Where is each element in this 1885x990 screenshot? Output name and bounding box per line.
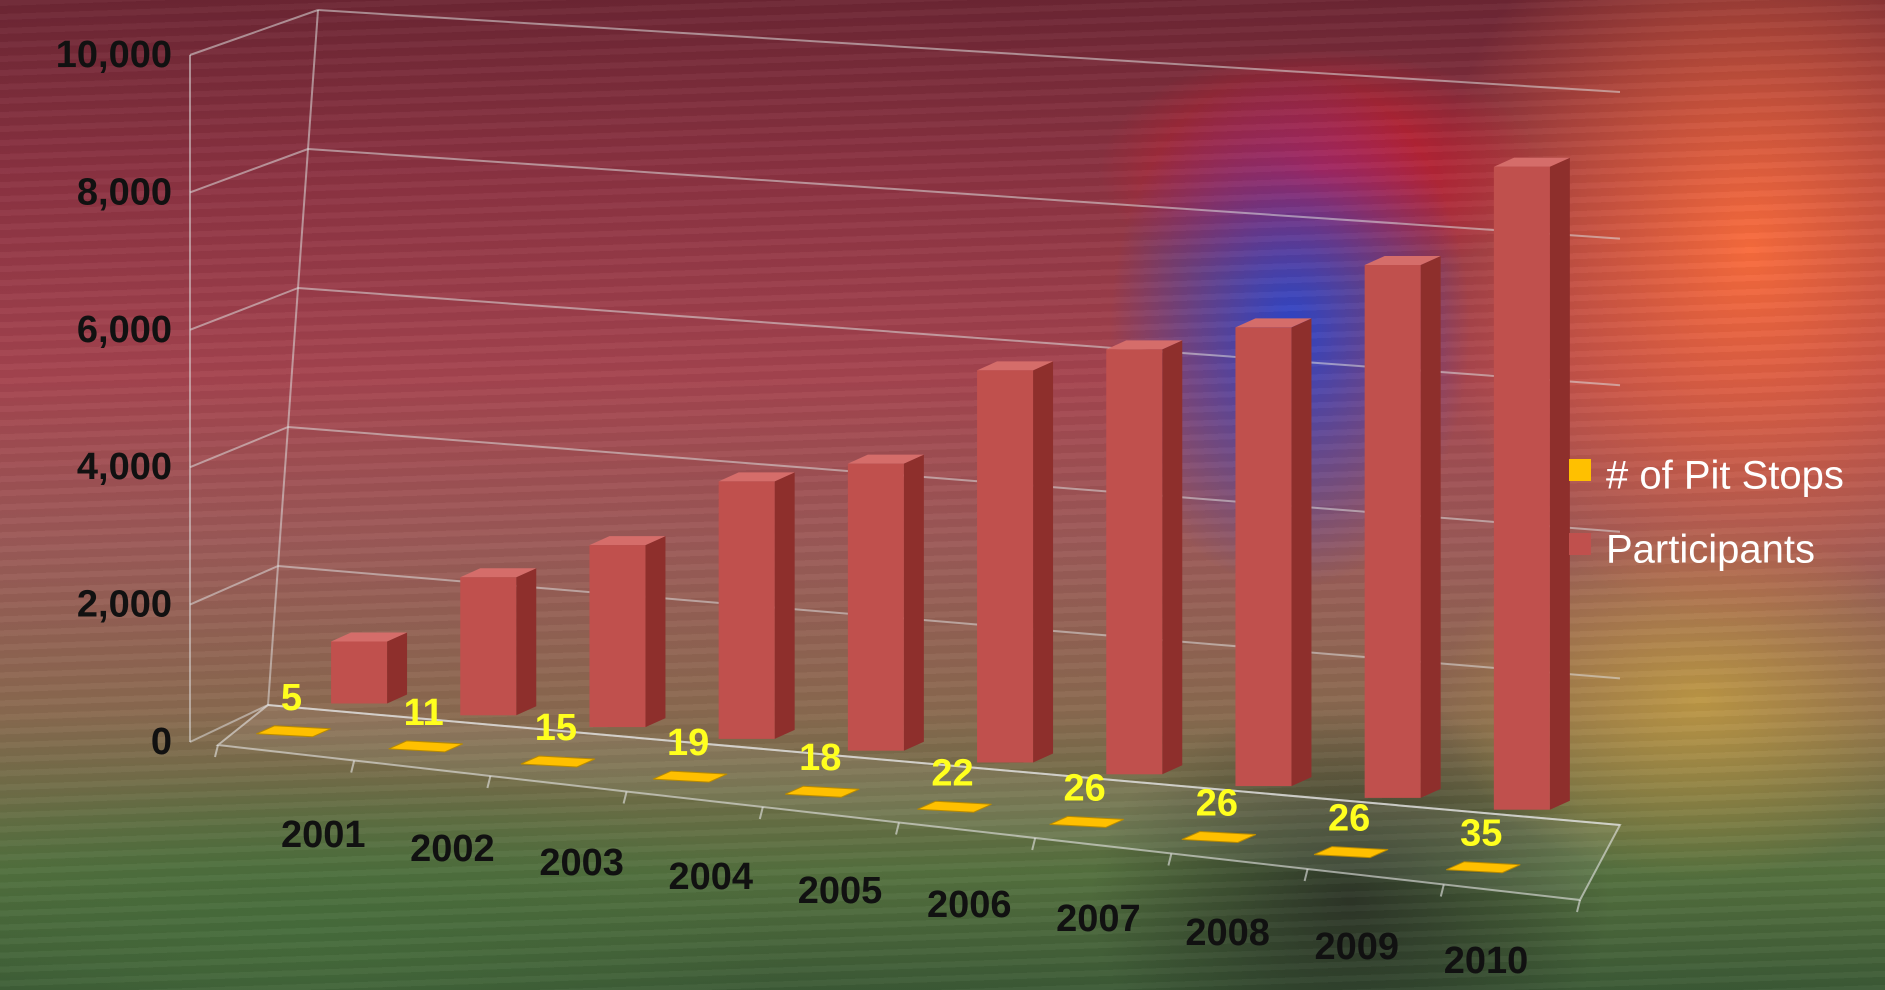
participants-bar [718, 481, 775, 739]
grid-line-side [189, 704, 269, 743]
y-tick-label: 6,000 [77, 309, 172, 351]
grid-line-side [189, 287, 299, 331]
x-tick-label: 2007 [1056, 898, 1141, 940]
grid-line-side [189, 148, 309, 194]
pit-stops-series: 5 11 15 19 18 22 26 26 26 35 [256, 677, 1521, 874]
floor-plane [215, 703, 1622, 902]
pit-stops-data-label: 11 [404, 692, 444, 734]
x-tick-mark [758, 806, 764, 820]
pit-stops-bar [520, 755, 596, 768]
participants-bar [1364, 264, 1421, 798]
participants-bar-side [387, 632, 408, 704]
x-tick-mark [1576, 899, 1581, 913]
pit-stops-bar [388, 740, 463, 753]
legend-swatch [1569, 533, 1591, 555]
participants-bar-side [1420, 255, 1441, 798]
participants-bar-top [718, 472, 795, 482]
x-tick-mark [1439, 884, 1445, 897]
participants-bar [331, 641, 388, 704]
participants-bar-side [516, 568, 537, 716]
x-tick-mark [1031, 837, 1037, 851]
chart-floor [214, 703, 1622, 913]
pit-stops-bar [1049, 815, 1124, 828]
grid-line-side [189, 426, 289, 469]
participants-bar-top [460, 568, 537, 578]
x-tick-mark [350, 760, 356, 773]
legend-swatch [1569, 459, 1591, 481]
pit-stops-bar [1446, 861, 1521, 874]
pit-stops-data-label: 5 [281, 677, 302, 719]
grid-line-side [189, 565, 279, 606]
x-tick-label: 2008 [1185, 912, 1270, 954]
x-tick-label: 2005 [798, 870, 883, 912]
participants-bar [1235, 327, 1292, 787]
participants-bar-top [1106, 340, 1183, 350]
pit-stops-data-label: 35 [1460, 813, 1502, 855]
participants-bar-top [331, 632, 408, 642]
participants-bar-side [1549, 157, 1570, 810]
pit-stops-data-label: 15 [535, 707, 577, 749]
participants-bar-side [903, 454, 924, 751]
participants-bar [1493, 166, 1550, 810]
x-tick-mark [895, 822, 900, 835]
y-tick-label: 8,000 [77, 171, 172, 213]
pit-stops-data-label: 26 [1328, 798, 1370, 840]
x-tick-label: 2009 [1315, 926, 1400, 968]
x-tick-label: 2004 [669, 856, 754, 898]
participants-bar-side [774, 472, 795, 739]
pit-stops-bar [652, 770, 728, 783]
back-wall-edge [267, 9, 319, 706]
legend: # of Pit Stops Participants [1569, 454, 1844, 572]
pit-stops-data-label: 26 [1064, 767, 1106, 809]
participants-bar-side [1291, 318, 1312, 787]
pit-stops-bar [785, 785, 860, 798]
x-tick-mark [1303, 868, 1309, 882]
x-tick-mark [622, 791, 628, 804]
participants-bar [847, 463, 904, 751]
x-tick-mark [214, 744, 219, 758]
participants-bar-top [847, 454, 924, 464]
pit-stops-data-label: 19 [667, 722, 709, 764]
y-tick-label: 10,000 [56, 34, 172, 76]
participants-bar [589, 545, 646, 728]
participants-bar-side [645, 536, 666, 728]
participants-bar-top [977, 361, 1054, 371]
pit-stops-data-label: 26 [1196, 782, 1238, 824]
x-tick-label: 2006 [927, 884, 1012, 926]
participants-bar [460, 577, 517, 716]
pit-stops-bar [917, 800, 992, 813]
grid-line-side [189, 9, 319, 56]
y-tick-label: 0 [151, 721, 172, 763]
x-tick-label: 2003 [539, 842, 624, 884]
pit-stops-bar [1181, 830, 1257, 844]
x-axis-ticks: 2001 2002 2003 2004 2005 2006 2007 2008 2009 2010 [281, 814, 1528, 982]
grid-line-back [307, 148, 1621, 240]
x-tick-label: 2001 [281, 814, 366, 856]
participants-bar [977, 370, 1034, 763]
participants-bar-top [589, 536, 666, 546]
pit-stops-bar [256, 725, 331, 738]
grid-line-back [317, 9, 1621, 93]
y-tick-label: 4,000 [77, 446, 172, 488]
legend-label: # of Pit Stops [1606, 454, 1844, 498]
pit-stops-bar [1313, 846, 1389, 859]
participants-bar-top [1235, 318, 1312, 328]
participants-bar-side [1162, 340, 1183, 775]
pit-stops-data-label: 18 [799, 737, 841, 779]
participants-bar-top [1364, 255, 1441, 265]
participants-bar-side [1033, 361, 1054, 763]
x-tick-mark [486, 775, 492, 789]
x-tick-label: 2002 [410, 828, 495, 870]
participants-bar [1106, 349, 1163, 775]
y-axis-ticks: 0 2,000 4,000 6,000 8,000 10,000 [56, 34, 172, 763]
x-tick-label: 2010 [1444, 940, 1529, 982]
y-tick-label: 2,000 [77, 584, 172, 626]
participants-series [331, 157, 1570, 810]
legend-label: Participants [1606, 528, 1815, 572]
participants-bar-top [1493, 157, 1570, 167]
x-tick-mark [1167, 853, 1173, 866]
pit-stops-data-label: 22 [931, 752, 973, 794]
